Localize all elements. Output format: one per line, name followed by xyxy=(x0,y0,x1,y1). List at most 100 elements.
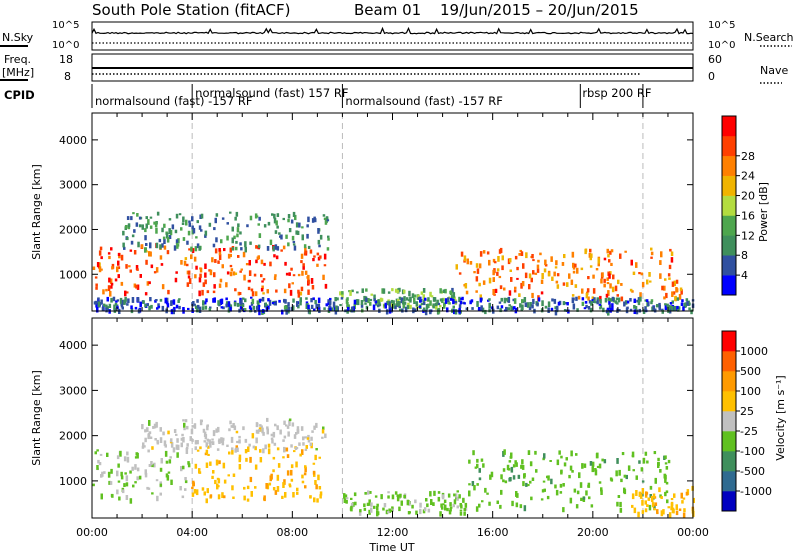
echo-cell xyxy=(660,496,663,499)
echo-cell xyxy=(267,448,271,455)
echo-cell xyxy=(647,497,650,501)
echo-cell xyxy=(144,235,147,241)
echo-cell xyxy=(220,239,223,244)
echo-cell xyxy=(260,259,264,265)
echo-cell xyxy=(301,474,304,479)
echo-cell xyxy=(214,248,218,254)
echo-cell xyxy=(161,243,164,248)
echo-cell xyxy=(282,482,285,488)
echo-cell xyxy=(321,436,324,439)
echo-cell xyxy=(617,495,621,498)
echo-cell xyxy=(250,491,253,497)
echo-cell xyxy=(159,467,163,472)
echo-cell xyxy=(307,289,310,295)
echo-cell xyxy=(500,297,503,302)
echo-cell xyxy=(114,302,118,306)
echo-cell xyxy=(601,272,604,278)
echo-cell xyxy=(196,449,200,452)
echo-cell xyxy=(641,499,644,506)
echo-cell xyxy=(237,291,241,296)
echo-cell xyxy=(124,225,128,229)
echo-cell xyxy=(210,441,213,444)
echo-cell xyxy=(153,462,156,468)
echo-cell xyxy=(133,283,137,288)
echo-cell xyxy=(276,246,280,251)
echo-cell xyxy=(307,279,310,285)
echo-cell xyxy=(677,309,680,312)
echo-cell xyxy=(275,255,279,260)
time-tick-label: 20:00 xyxy=(577,526,609,539)
echo-cell xyxy=(97,459,100,464)
echo-cell xyxy=(664,455,667,460)
echo-cell xyxy=(688,302,691,306)
echo-cell xyxy=(127,298,130,304)
echo-cell xyxy=(617,297,621,303)
echo-cell xyxy=(231,226,234,232)
echo-cell xyxy=(106,296,109,302)
echo-cell xyxy=(201,289,204,296)
echo-cell xyxy=(116,306,119,309)
echo-cell xyxy=(652,493,656,499)
echo-cell xyxy=(164,450,168,457)
echo-cell xyxy=(676,305,679,311)
echo-cell xyxy=(536,302,539,307)
echo-cell xyxy=(589,257,592,261)
echo-cell xyxy=(391,494,395,500)
echo-cell xyxy=(185,219,188,226)
echo-cell xyxy=(598,303,602,306)
echo-cell xyxy=(145,427,149,431)
echo-cell xyxy=(530,496,533,501)
echo-cell xyxy=(283,288,287,294)
echo-cell xyxy=(500,489,503,495)
echo-cell xyxy=(404,306,408,313)
echo-cell xyxy=(203,440,206,443)
echo-cell xyxy=(327,235,330,238)
echo-cell xyxy=(312,462,316,465)
echo-cell xyxy=(541,489,545,493)
echo-cell xyxy=(285,272,289,276)
echo-cell xyxy=(521,299,524,304)
echo-cell xyxy=(453,296,456,300)
echo-cell xyxy=(215,459,219,466)
echo-cell xyxy=(300,426,304,431)
echo-cell xyxy=(507,307,510,311)
echo-cell xyxy=(234,272,238,275)
echo-cell xyxy=(249,456,252,463)
echo-cell xyxy=(200,419,203,423)
echo-cell xyxy=(194,246,198,252)
echo-cell xyxy=(540,291,544,295)
nsky-tick-bottom: 10^0 xyxy=(52,40,79,51)
echo-cell xyxy=(630,259,633,266)
echo-cell xyxy=(120,304,124,308)
echo-cell xyxy=(671,300,674,304)
echo-cell xyxy=(201,306,205,310)
echo-cell xyxy=(364,492,367,495)
echo-cell xyxy=(255,245,258,249)
echo-cell xyxy=(427,508,431,513)
colorbar-tick-label: -100 xyxy=(740,445,765,458)
echo-cell xyxy=(353,492,357,497)
echo-cell xyxy=(255,259,258,264)
echo-cell xyxy=(593,297,596,300)
echo-cell xyxy=(425,304,429,310)
echo-cell xyxy=(276,225,279,229)
echo-cell xyxy=(98,250,102,256)
echo-cell xyxy=(222,462,226,469)
echo-cell xyxy=(331,307,334,312)
echo-cell xyxy=(653,451,657,455)
echo-cell xyxy=(138,224,142,228)
echo-cell xyxy=(205,449,209,455)
echo-cell xyxy=(139,301,142,308)
echo-cell xyxy=(509,258,512,263)
echo-cell xyxy=(283,305,287,310)
echo-cell xyxy=(412,307,415,314)
echo-cell xyxy=(387,495,390,499)
echo-cell xyxy=(168,228,171,234)
echo-cell xyxy=(610,249,614,253)
echo-cell xyxy=(681,299,684,303)
echo-cell xyxy=(272,245,275,252)
echo-cell xyxy=(191,486,194,489)
echo-cell xyxy=(488,308,491,313)
echo-cell xyxy=(464,502,468,508)
echo-cell xyxy=(92,266,96,270)
